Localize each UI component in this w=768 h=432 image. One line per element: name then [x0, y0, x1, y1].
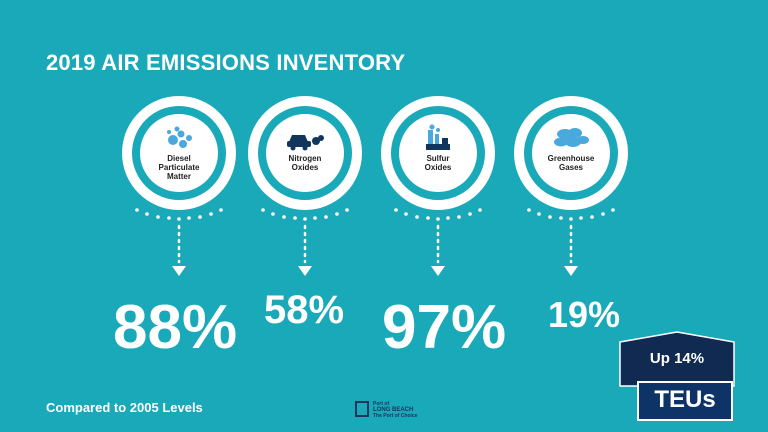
factory-icon: [399, 124, 477, 152]
pollutant-label: Oxides: [424, 163, 452, 172]
checkmark-icon: [355, 401, 369, 417]
car-exhaust-icon: [266, 124, 344, 152]
logo-text: Port of: [373, 401, 390, 407]
nitrogen-percent: 58%: [264, 288, 345, 332]
pollutant-circle-greenhouse: Greenhouse Gases: [514, 96, 628, 210]
arrow-down-icon: [564, 266, 578, 276]
port-logo: Port of LONG BEACH The Port of Choice: [355, 397, 425, 425]
teu-badge: Up 14% TEUs: [614, 330, 740, 422]
dotted-arc: [394, 208, 482, 221]
logo-text: LONG BEACH: [373, 407, 414, 413]
arrow-down-icon: [172, 266, 186, 276]
pollutant-label: Greenhouse: [547, 154, 595, 163]
house-shape: [619, 331, 735, 421]
pollutant-label: Sulfur: [426, 154, 450, 163]
pollutant-label: Matter: [166, 172, 191, 181]
logo-text: The Port of Choice: [373, 413, 418, 419]
sulfur-percent: 97%: [382, 293, 507, 362]
page-title: 2019 AIR EMISSIONS INVENTORY: [46, 50, 406, 75]
arrow-down-icon: [431, 266, 445, 276]
greenhouse-percent: 19%: [548, 294, 621, 335]
pollutant-circle-sulfur: Sulfur Oxides: [381, 96, 495, 210]
clouds-icon: [532, 124, 610, 152]
footnote: Compared to 2005 Levels: [46, 400, 203, 415]
particles-icon: [140, 124, 218, 152]
teu-label: TEUs: [654, 386, 716, 413]
pollutant-label: Diesel: [167, 154, 191, 163]
dotted-arc: [527, 208, 615, 221]
pollutant-label: Nitrogen: [288, 154, 322, 163]
teu-change: Up 14%: [649, 350, 705, 367]
diesel-percent: 88%: [113, 293, 238, 362]
pollutant-circle-diesel: Diesel Particulate Matter: [122, 96, 236, 210]
dotted-arc: [261, 208, 349, 221]
pollutant-label: Oxides: [291, 163, 319, 172]
arrow-down-icon: [298, 266, 312, 276]
pollutant-circle-nitrogen: Nitrogen Oxides: [248, 96, 362, 210]
pollutant-label: Gases: [558, 163, 584, 172]
dotted-arc: [135, 208, 223, 221]
pollutant-label: Particulate: [158, 163, 200, 172]
